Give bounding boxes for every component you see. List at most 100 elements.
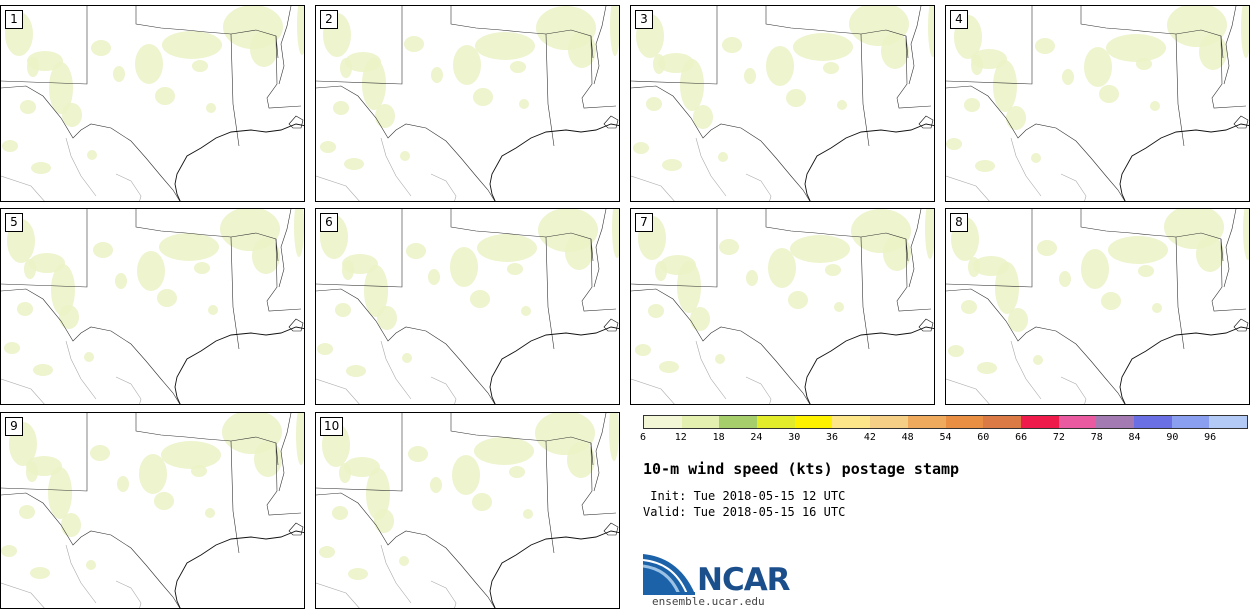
boundary-line	[489, 326, 619, 404]
wind-shading	[680, 59, 704, 111]
wind-shading	[399, 556, 409, 566]
colorbar-swatch	[1058, 416, 1097, 428]
wind-shading	[677, 261, 701, 313]
wind-shading	[296, 413, 304, 465]
map-canvas	[316, 413, 619, 608]
wind-shading	[344, 158, 364, 170]
wind-shading	[206, 103, 216, 113]
wind-shading	[655, 261, 667, 281]
colorbar-tick-label: 96	[1204, 432, 1217, 443]
colorbar-swatch	[719, 416, 758, 428]
panel-number: 2	[320, 10, 338, 29]
boundary-line	[115, 580, 142, 608]
boundary-line	[266, 238, 302, 312]
boundary-line	[1, 413, 88, 492]
boundary-line	[946, 378, 990, 404]
wind-shading	[1008, 308, 1028, 332]
wind-shading	[786, 89, 806, 107]
boundary-line	[450, 413, 594, 466]
boundary-line	[1223, 6, 1237, 85]
boundary-line	[174, 123, 304, 201]
boundary-line	[230, 236, 240, 350]
wind-shading	[59, 305, 79, 329]
boundary-line	[695, 340, 727, 400]
wind-shading	[1138, 265, 1154, 277]
wind-shading	[1037, 240, 1057, 256]
boundary-line	[380, 340, 412, 400]
wind-shading	[1136, 58, 1152, 70]
wind-shading	[335, 303, 351, 317]
boundary-line	[1119, 326, 1249, 404]
wind-shading	[319, 546, 335, 558]
wind-shading	[653, 54, 665, 74]
panel-number: 5	[5, 213, 23, 232]
wind-shading	[768, 248, 796, 288]
boundary-line	[603, 115, 619, 129]
panel-number: 3	[635, 10, 653, 29]
wind-shading	[646, 97, 662, 111]
wind-shading	[250, 31, 278, 67]
map-panel-4: 4	[945, 5, 1250, 202]
wind-shading	[1152, 303, 1162, 313]
wind-shading	[507, 263, 523, 275]
map-panel-9: 9	[0, 412, 305, 609]
wind-shading	[62, 103, 82, 127]
map-panel-1: 1	[0, 5, 305, 202]
colorbar-swatch	[681, 416, 720, 428]
wind-shading	[718, 152, 728, 162]
wind-shading	[790, 235, 850, 263]
map-panel-6: 6	[315, 208, 620, 405]
wind-shading	[477, 234, 537, 262]
wind-shading	[86, 560, 96, 570]
wind-shading	[1084, 47, 1112, 87]
map-canvas	[946, 209, 1249, 404]
colorbar-swatch	[832, 416, 871, 428]
colorbar-swatch	[644, 416, 682, 428]
wind-shading	[162, 31, 222, 59]
boundary-line	[316, 209, 403, 288]
map-canvas	[946, 6, 1249, 201]
logo-url[interactable]: ensemble.ucar.edu	[652, 595, 765, 608]
boundary-line	[581, 238, 617, 312]
wind-shading	[157, 289, 177, 307]
wind-shading	[961, 300, 977, 314]
wind-shading	[1059, 271, 1071, 287]
boundary-line	[316, 288, 496, 404]
wind-shading	[519, 99, 529, 109]
map-canvas	[1, 209, 304, 404]
wind-shading	[746, 270, 758, 286]
wind-shading	[400, 151, 410, 161]
boundary-line	[316, 582, 360, 608]
wind-shading	[252, 238, 280, 274]
wind-shading	[452, 455, 480, 495]
wind-shading	[431, 67, 443, 83]
wind-shading	[565, 234, 593, 270]
map-panel-10: 10	[315, 412, 620, 609]
wind-shading	[609, 413, 619, 461]
wind-shading	[633, 142, 649, 154]
panel-number: 1	[5, 10, 23, 29]
boundary-line	[278, 209, 292, 288]
boundary-line	[1, 582, 45, 608]
boundary-line	[908, 209, 922, 288]
wind-shading	[154, 492, 174, 510]
wind-shading	[191, 465, 207, 477]
boundary-line	[860, 33, 870, 147]
wind-shading	[1243, 209, 1249, 260]
wind-shading	[715, 354, 725, 364]
boundary-line	[430, 580, 457, 608]
boundary-line	[631, 85, 811, 201]
wind-shading	[408, 446, 428, 462]
wind-shading	[995, 262, 1019, 314]
wind-shading	[1099, 85, 1119, 103]
boundary-line	[631, 288, 811, 404]
wind-shading	[793, 33, 853, 61]
wind-shading	[928, 6, 934, 57]
boundary-line	[946, 175, 990, 201]
wind-shading	[113, 66, 125, 82]
boundary-line	[266, 442, 302, 516]
wind-shading	[472, 493, 492, 511]
boundary-line	[489, 123, 619, 201]
colorbar-tick-label: 12	[674, 432, 687, 443]
boundary-line	[908, 6, 922, 85]
